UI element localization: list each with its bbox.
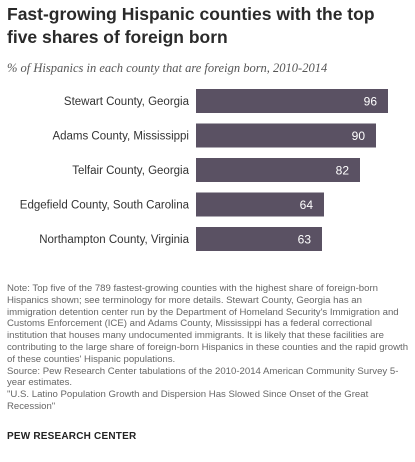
category-label: Northampton County, Virginia [39,234,189,246]
category-label: Adams County, Mississippi [52,131,189,143]
bar [196,227,322,251]
source-text: Source: Pew Research Center tabulations … [7,365,399,389]
bar-chart: Stewart County, Georgia 96 Adams County, M… [20,89,388,251]
bar-value-label: 96 [364,95,378,109]
bar-value-label: 64 [300,198,314,212]
bar-value-label: 63 [298,233,312,247]
pew-logo-text: PEW RESEARCH CENTER [7,431,137,442]
footnotes: Note: Top five of the 789 fastest-growin… [7,283,411,413]
category-label: Telfair County, Georgia [72,165,189,177]
report-title: "U.S. Latino Population Growth and Dispe… [7,389,369,412]
bar [196,89,388,113]
category-label: Edgefield County, South Carolina [20,200,190,212]
bar-value-label: 82 [336,164,350,178]
category-label: Stewart County, Georgia [64,96,190,108]
bar [196,158,360,182]
chart-subtitle: % of Hispanics in each county that are f… [7,61,328,75]
note-text: Note: Top five of the 789 fastest-growin… [7,283,409,365]
bar-value-label: 90 [352,129,366,143]
chart-title: Fast-growing Hispanic counties with the … [7,4,375,47]
bar [196,123,376,148]
bar [196,192,324,217]
